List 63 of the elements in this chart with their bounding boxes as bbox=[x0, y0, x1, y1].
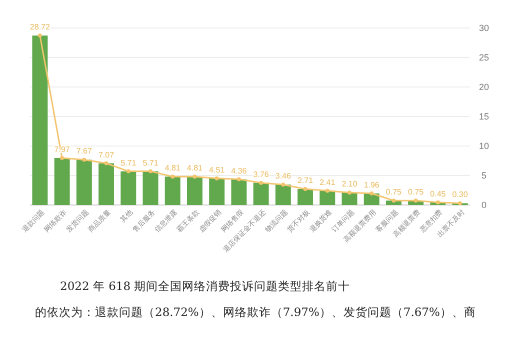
text: 的依次为：退款问题（28.72%）、网络欺诈（7.97%）、发货问题（7.67%）、商 bbox=[35, 305, 476, 319]
point bbox=[392, 198, 396, 203]
point bbox=[259, 180, 264, 185]
point bbox=[60, 156, 64, 160]
point bbox=[170, 174, 175, 179]
text: 2022 年 618 期间全国网络消费投诉问题类型排名前十 bbox=[60, 279, 350, 293]
bar bbox=[298, 189, 314, 205]
data-label: 3.76 bbox=[253, 170, 270, 179]
point bbox=[325, 188, 330, 193]
bar bbox=[120, 171, 136, 205]
bar bbox=[98, 163, 114, 205]
bar bbox=[253, 182, 269, 205]
bar bbox=[342, 192, 358, 205]
y-tick-label: 5 bbox=[481, 170, 487, 181]
data-label: 4.36 bbox=[231, 166, 248, 176]
bar bbox=[54, 158, 70, 205]
bar bbox=[76, 160, 92, 205]
bar bbox=[209, 178, 225, 205]
bar bbox=[164, 176, 180, 205]
y-tick-label: 30 bbox=[478, 23, 490, 34]
point bbox=[281, 182, 286, 187]
point bbox=[236, 177, 241, 182]
y-tick-label: 10 bbox=[478, 141, 490, 152]
point bbox=[126, 169, 130, 174]
data-label: 7.07 bbox=[98, 150, 115, 160]
data-label: 0.75 bbox=[386, 188, 402, 197]
bar bbox=[32, 36, 48, 205]
point bbox=[192, 174, 197, 179]
data-label: 1.96 bbox=[364, 180, 380, 190]
y-tick-label: 15 bbox=[478, 112, 490, 122]
data-label: 4.81 bbox=[164, 164, 181, 173]
data-label: 4.51 bbox=[209, 165, 226, 174]
data-label: 5.71 bbox=[120, 158, 137, 168]
data-label: 28.72 bbox=[30, 22, 51, 32]
data-label: 3.46 bbox=[275, 172, 292, 181]
y-tick-label: 20 bbox=[478, 82, 490, 92]
data-label: 2.71 bbox=[297, 176, 314, 186]
point bbox=[214, 176, 219, 180]
data-label: 5.71 bbox=[142, 158, 159, 168]
point bbox=[303, 187, 308, 192]
y-tick-label: 25 bbox=[478, 52, 490, 63]
data-label: 7.67 bbox=[76, 146, 93, 156]
point bbox=[38, 34, 42, 38]
data-label: 0.45 bbox=[430, 189, 446, 198]
data-label: 0.30 bbox=[452, 190, 468, 200]
point bbox=[414, 198, 418, 203]
point bbox=[82, 158, 86, 162]
data-label: 2.10 bbox=[342, 180, 358, 189]
data-label: 0.75 bbox=[408, 188, 424, 197]
point bbox=[104, 161, 108, 166]
y-tick-label: 0 bbox=[481, 200, 487, 210]
point bbox=[436, 200, 440, 204]
bar bbox=[275, 184, 291, 205]
bar bbox=[320, 190, 336, 205]
point bbox=[458, 201, 462, 206]
point bbox=[347, 190, 352, 195]
bar bbox=[231, 179, 247, 205]
point bbox=[370, 191, 374, 196]
bar bbox=[186, 176, 202, 205]
data-label: 2.41 bbox=[320, 178, 336, 187]
point bbox=[148, 169, 153, 174]
bar bbox=[142, 171, 158, 205]
data-label: 4.81 bbox=[186, 164, 204, 173]
